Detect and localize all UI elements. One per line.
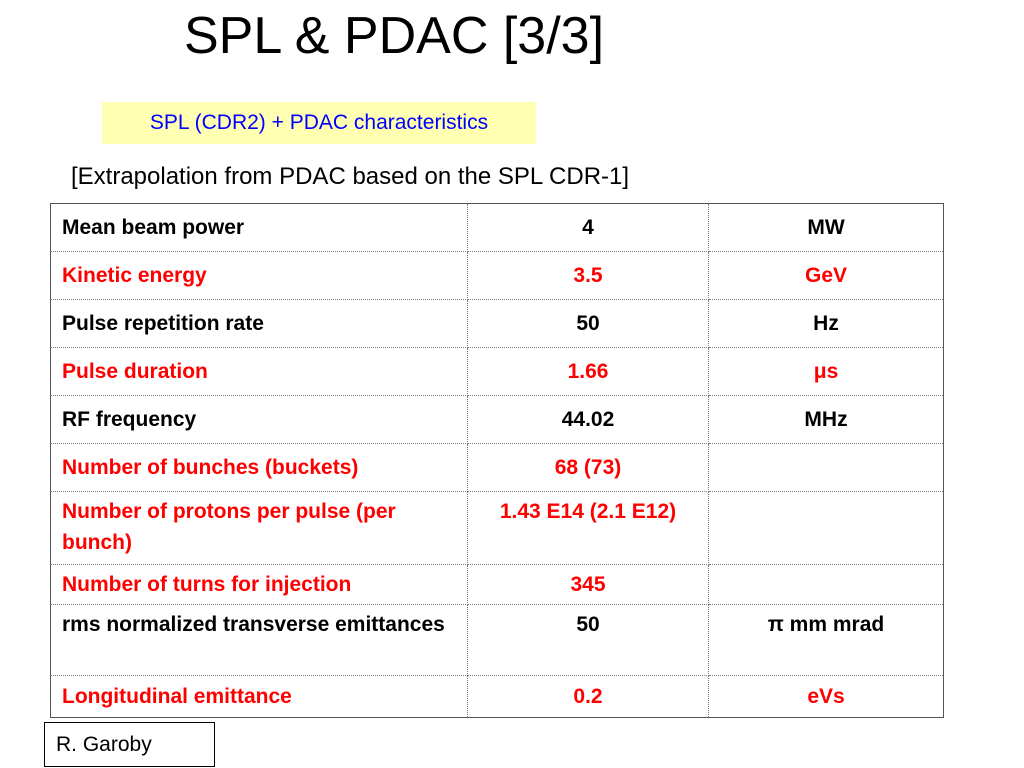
value-cell: 0.2: [467, 675, 709, 718]
table-row: Longitudinal emittance 0.2 eVs: [50, 675, 944, 718]
table-row: Mean beam power 4 MW: [50, 203, 944, 252]
value-cell: 3.5: [467, 251, 709, 300]
table-row: Number of turns for injection 345: [50, 564, 944, 605]
table-row: rms normalized transverse emittances 50 …: [50, 604, 944, 676]
param-cell: Pulse duration: [50, 347, 468, 396]
value-cell: 1.66: [467, 347, 709, 396]
value-cell: 345: [467, 564, 709, 605]
table-row: Number of protons per pulse (per bunch) …: [50, 491, 944, 565]
value-cell: 50: [467, 299, 709, 348]
param-cell: rms normalized transverse emittances: [50, 604, 468, 676]
unit-cell: eVs: [708, 675, 944, 718]
table-row: Kinetic energy 3.5 GeV: [50, 251, 944, 300]
param-cell: Number of turns for injection: [50, 564, 468, 605]
param-cell: Kinetic energy: [50, 251, 468, 300]
value-cell: 68 (73): [467, 443, 709, 492]
slide-title: SPL & PDAC [3/3]: [184, 7, 605, 65]
unit-cell: MW: [708, 203, 944, 252]
param-cell: Number of protons per pulse (per bunch): [50, 491, 468, 565]
author-box: R. Garoby: [44, 722, 215, 767]
table-row: Number of bunches (buckets) 68 (73): [50, 443, 944, 492]
table-row: RF frequency 44.02 MHz: [50, 395, 944, 444]
unit-cell: μs: [708, 347, 944, 396]
unit-cell: [708, 564, 944, 605]
table-row: Pulse repetition rate 50 Hz: [50, 299, 944, 348]
unit-cell: Hz: [708, 299, 944, 348]
param-cell: Mean beam power: [50, 203, 468, 252]
unit-cell: MHz: [708, 395, 944, 444]
unit-cell: GeV: [708, 251, 944, 300]
param-cell: Longitudinal emittance: [50, 675, 468, 718]
value-cell: 1.43 E14 (2.1 E12): [467, 491, 709, 565]
value-cell: 4: [467, 203, 709, 252]
value-cell: 50: [467, 604, 709, 676]
extrapolation-note: [Extrapolation from PDAC based on the SP…: [71, 163, 630, 190]
subtitle-box: SPL (CDR2) + PDAC characteristics: [102, 102, 536, 144]
unit-cell: π mm mrad: [708, 604, 944, 676]
unit-cell: [708, 491, 944, 565]
param-cell: Pulse repetition rate: [50, 299, 468, 348]
table-row: Pulse duration 1.66 μs: [50, 347, 944, 396]
characteristics-table: Mean beam power 4 MW Kinetic energy 3.5 …: [50, 203, 944, 718]
value-cell: 44.02: [467, 395, 709, 444]
param-cell: RF frequency: [50, 395, 468, 444]
unit-cell: [708, 443, 944, 492]
param-cell: Number of bunches (buckets): [50, 443, 468, 492]
